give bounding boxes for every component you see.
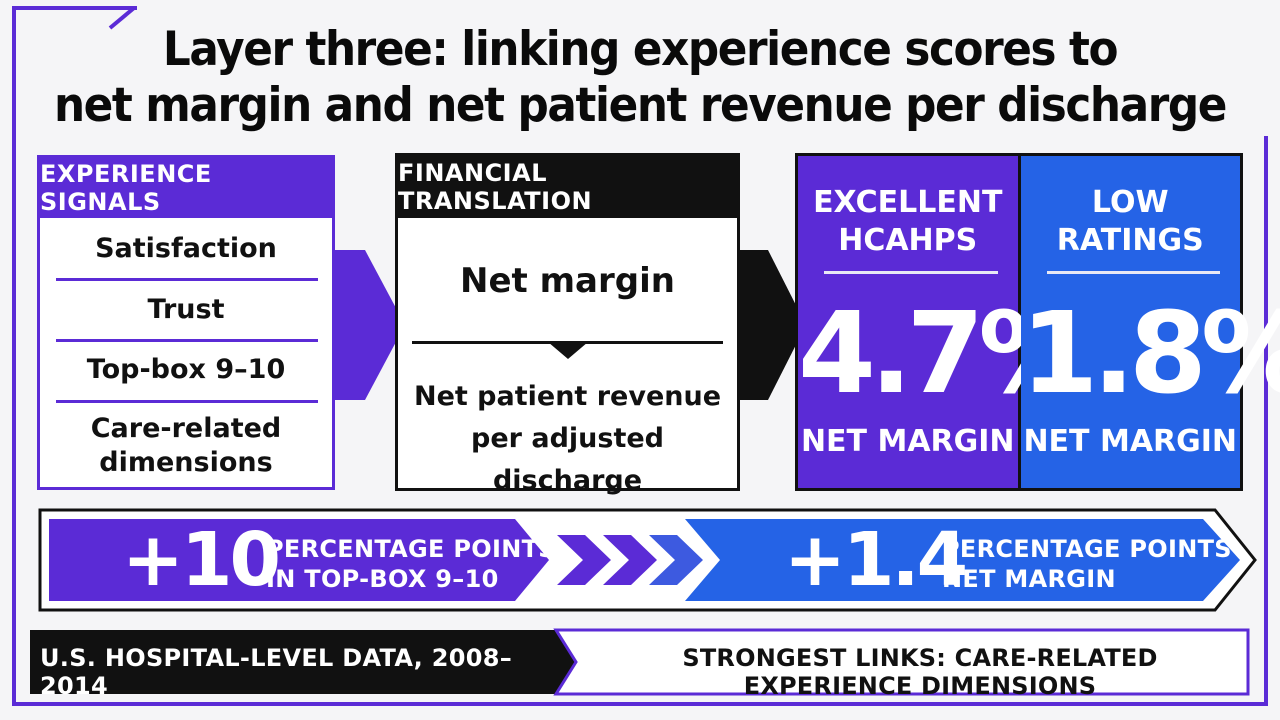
effect-band (38, 508, 1257, 612)
net-margin-increase-value: +1.4 (784, 517, 968, 603)
output-label-line1: PERCENTAGE POINTS (942, 535, 1232, 563)
low-ratings-label: LOW RATINGS (1021, 184, 1241, 260)
output-label-line2: NET MARGIN (942, 565, 1116, 593)
signal-trust: Trust (147, 294, 225, 325)
experience-signals-header: EXPERIENCE SIGNALS (40, 158, 332, 218)
input-label-line1: PERCENTAGE POINTS (266, 535, 556, 563)
net-patient-revenue-line2: per adjusted discharge (471, 423, 664, 496)
top-box-increase-value: +10 (122, 517, 281, 603)
financial-translation-panel: FINANCIAL TRANSLATION Net margin Net pat… (395, 153, 740, 496)
excellent-label-line2: HCAHPS (838, 223, 978, 258)
excellent-label-line1: EXCELLENT (813, 185, 1003, 220)
title-line-2: net margin and net patient revenue per d… (53, 78, 1228, 133)
footer-bar (30, 628, 1250, 696)
page-title: Layer three: linking experience scores t… (45, 22, 1235, 134)
divider (56, 278, 318, 281)
input-label-line2: IN TOP-BOX 9–10 (266, 565, 499, 593)
divider (56, 339, 318, 342)
signal-top-box: Top-box 9–10 (86, 354, 286, 385)
divider (1046, 271, 1220, 274)
excellent-hcahps-column: EXCELLENT HCAHPS 4.7% NET MARGIN (798, 156, 1091, 488)
experience-signals-panel: EXPERIENCE SIGNALS Satisfaction Trust To… (37, 155, 335, 490)
strongest-links-note: STRONGEST LINKS: CARE-RELATED EXPERIENCE… (682, 644, 1158, 700)
divider (824, 271, 998, 274)
excellent-hcahps-label: EXCELLENT HCAHPS (798, 184, 1018, 260)
low-net-margin-value: 1.8% (1020, 289, 1280, 419)
down-pointer-icon (548, 342, 588, 359)
divider (56, 400, 318, 403)
low-label-line1: LOW (1091, 185, 1169, 220)
title-line-1: Layer three: linking experience scores t… (162, 22, 1119, 77)
net-patient-revenue-line1: Net patient revenue (413, 381, 722, 412)
low-label-line2: RATINGS (1056, 223, 1204, 258)
data-source-label: U.S. HOSPITAL-LEVEL DATA, 2008–2014 (40, 644, 513, 700)
net-margin-increase-label: PERCENTAGE POINTS NET MARGIN (942, 534, 1232, 594)
net-margin-label: Net margin (460, 261, 675, 301)
arrow-exp-to-fin (333, 250, 405, 400)
excellent-metric-label: NET MARGIN (800, 424, 1015, 459)
top-box-increase-label: PERCENTAGE POINTS IN TOP-BOX 9–10 (266, 534, 556, 594)
outcomes-panel: EXCELLENT HCAHPS 4.7% NET MARGIN LOW RAT… (795, 153, 1280, 491)
excellent-net-margin-value: 4.7% (798, 289, 1091, 419)
signal-satisfaction: Satisfaction (95, 233, 277, 264)
signal-care-related: Care-related dimensions (90, 413, 282, 478)
low-metric-label: NET MARGIN (1023, 424, 1238, 459)
low-ratings-column: LOW RATINGS 1.8% NET MARGIN (1020, 156, 1280, 488)
financial-translation-header: FINANCIAL TRANSLATION (398, 156, 737, 218)
outer-frame (12, 6, 1268, 706)
arrow-fin-to-out (738, 250, 806, 400)
